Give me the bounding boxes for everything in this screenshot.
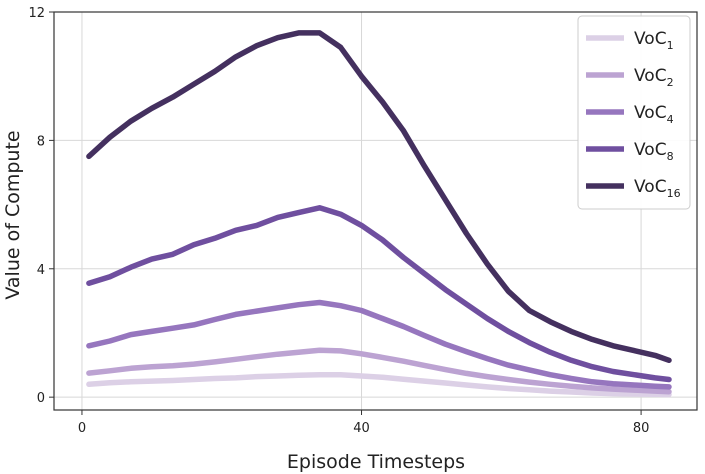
plot-frame (53, 11, 698, 411)
series-line-voc-16 (86, 30, 672, 364)
legend-label: VoC8 (634, 140, 674, 163)
legend-label: VoC1 (634, 29, 674, 52)
tick-layer: 0 40 80 0 4 8 12 (28, 6, 649, 436)
x-tick-label: 0 (78, 421, 86, 436)
series-line-voc-2 (86, 347, 672, 395)
y-axis-title: Value of Compute (2, 130, 24, 299)
series-line-voc-4 (86, 299, 672, 390)
series-line-voc-1 (86, 371, 672, 398)
x-axis-title: Episode Timesteps (287, 451, 465, 473)
y-tick-label: 0 (37, 391, 45, 406)
legend-label: VoC2 (634, 66, 674, 89)
series-layer (86, 30, 672, 398)
x-tick-label: 80 (633, 421, 650, 436)
legend-box (577, 15, 691, 210)
y-tick-label: 8 (37, 134, 45, 149)
y-tick-label: 4 (37, 263, 45, 278)
y-tick-label: 12 (28, 6, 45, 21)
legend-label: VoC16 (634, 177, 681, 200)
x-tick-label: 40 (353, 421, 370, 436)
series-line-voc-8 (86, 205, 672, 383)
legend: VoC1 VoC2 VoC4 VoC8 VoC16 (577, 15, 691, 210)
legend-label: VoC4 (634, 103, 674, 126)
